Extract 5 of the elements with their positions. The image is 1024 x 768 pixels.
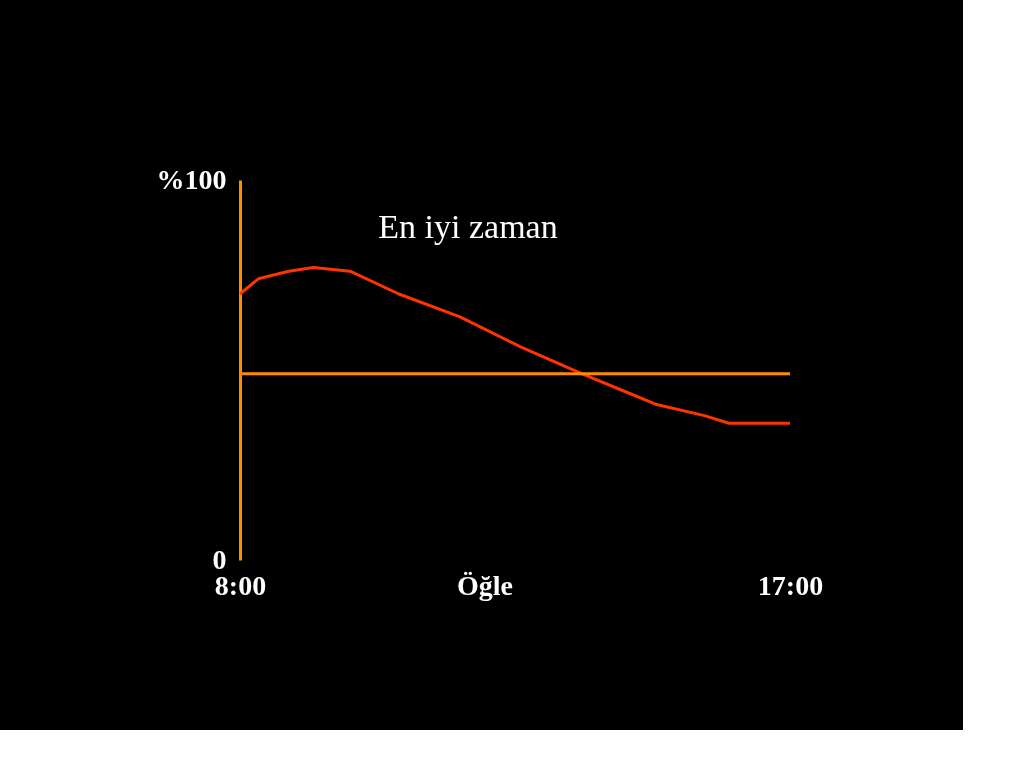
line-series: [238, 265, 792, 425]
annotation: En iyi zaman: [378, 208, 558, 245]
x-tick-label: Öğle: [456, 569, 513, 601]
y-tick-label: %100: [156, 163, 227, 195]
x-tick-label: 17:00: [757, 569, 824, 601]
